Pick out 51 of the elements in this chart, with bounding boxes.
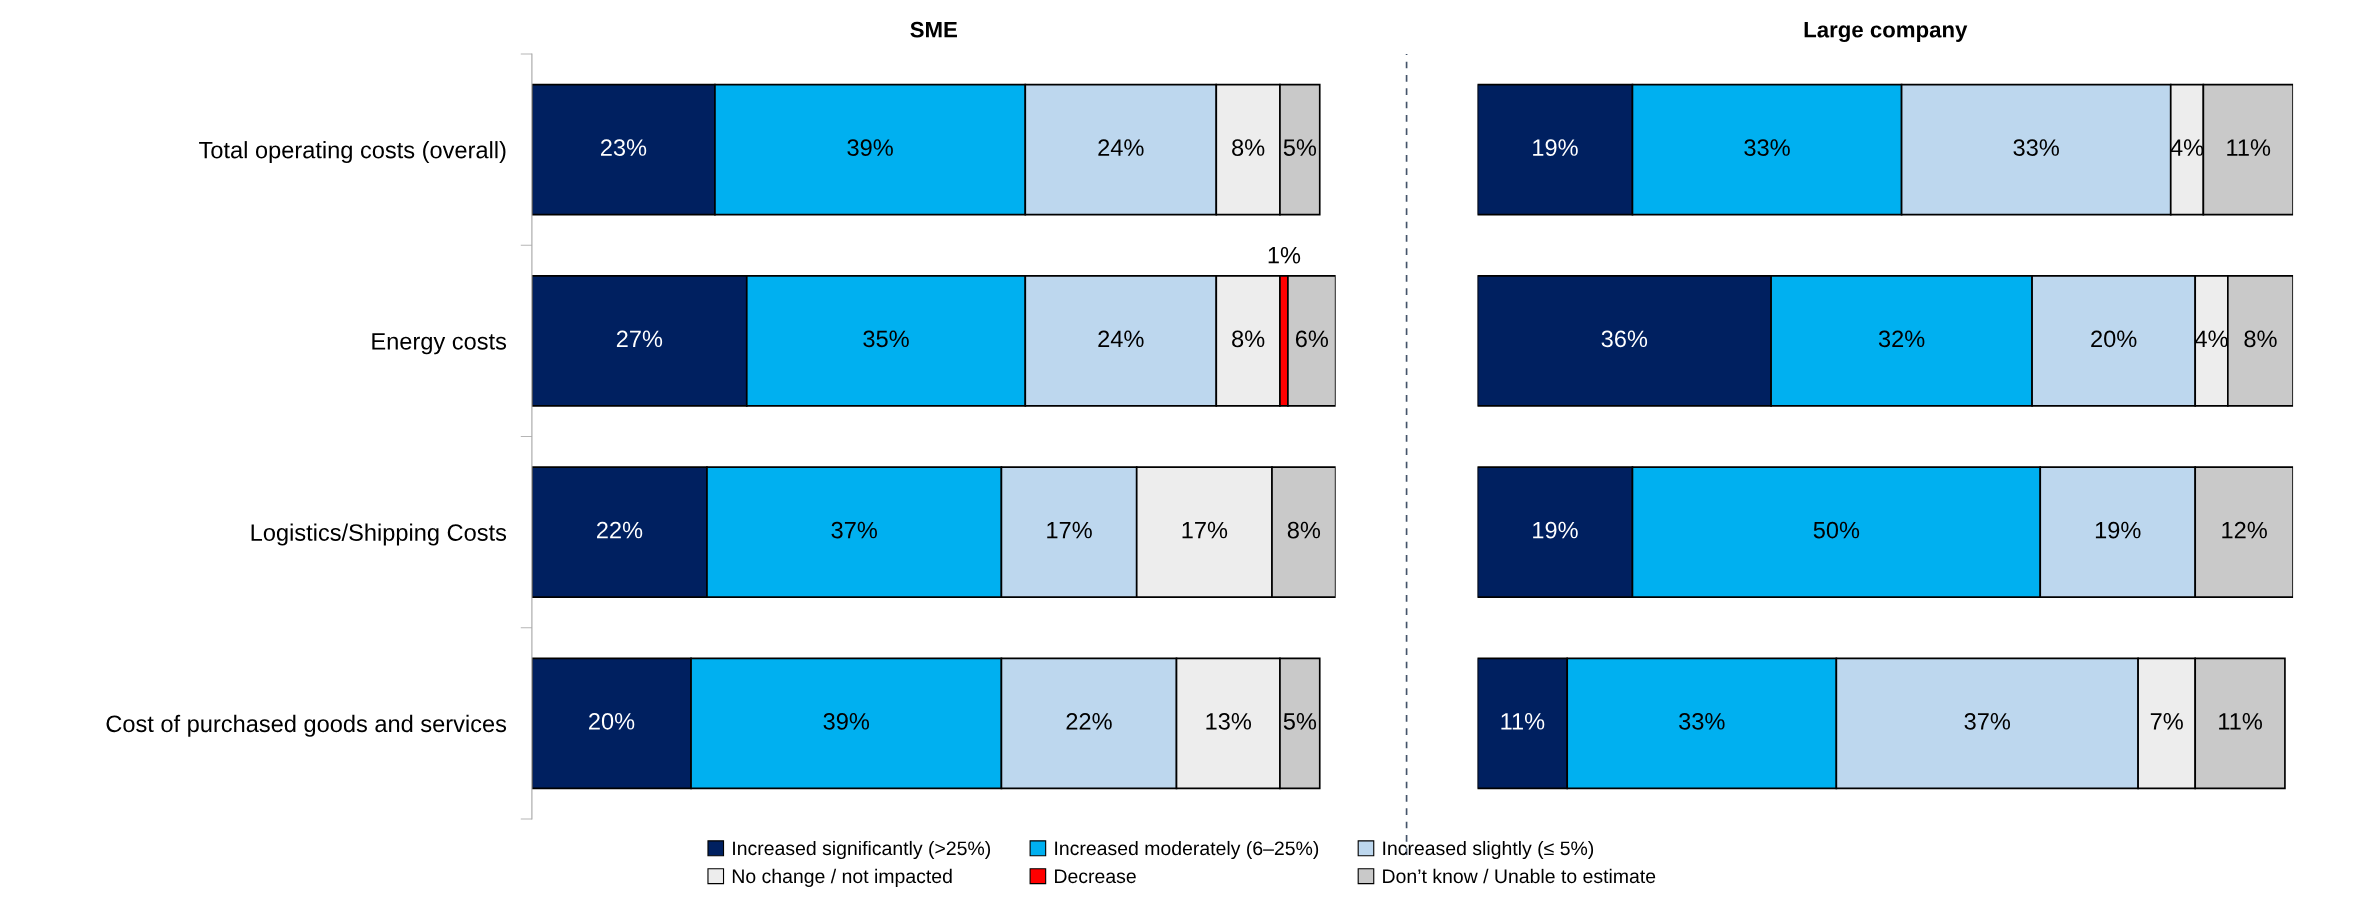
data-label: 39%: [847, 139, 893, 156]
data-label: 33%: [2013, 139, 2059, 156]
data-label: 22%: [597, 521, 643, 539]
data-label: 22%: [1066, 712, 1112, 730]
data-label: 33%: [1679, 712, 1725, 730]
legend-label: Increased slightly (≤ 5%): [1383, 840, 1594, 860]
data-label: 37%: [1964, 712, 2011, 730]
data-label: 5%: [1283, 713, 1317, 730]
data-label: 50%: [1813, 521, 1860, 539]
y-tick-label: Total operating costs (overall): [199, 141, 506, 164]
data-label: 33%: [1744, 139, 1790, 156]
chart-title: SME: [910, 21, 957, 38]
data-label: 20%: [589, 712, 635, 730]
data-label: 37%: [831, 521, 877, 539]
data-label: 35%: [863, 330, 909, 348]
data-label: 24%: [1098, 139, 1144, 156]
y-tick-label: Cost of purchased goods and services: [106, 714, 507, 737]
y-tick-label: Logistics/Shipping Costs: [251, 523, 507, 546]
legend-label: Increased moderately (6–25%): [1055, 840, 1319, 860]
data-label: 12%: [2222, 521, 2267, 539]
legend-label: Don’t know / Unable to estimate: [1383, 868, 1656, 884]
data-label: 8%: [1232, 330, 1265, 348]
data-label: 19%: [1533, 139, 1578, 156]
data-label: 8%: [1287, 521, 1321, 539]
data-label: 11%: [1501, 713, 1545, 730]
data-label: 27%: [616, 330, 663, 348]
data-label: 24%: [1098, 330, 1144, 348]
data-label: 8%: [2244, 330, 2277, 348]
legend-label: Increased significantly (>25%): [733, 840, 991, 860]
data-label: 8%: [1232, 139, 1265, 156]
data-label: 19%: [2095, 521, 2141, 539]
data-label: 1%: [1268, 246, 1301, 264]
data-label: 17%: [1182, 521, 1228, 539]
data-label: 20%: [2091, 330, 2137, 348]
data-label: 36%: [1601, 330, 1648, 348]
data-label: 5%: [1283, 139, 1317, 156]
legend-label: Decrease: [1055, 869, 1136, 884]
legend-label: No change / not impacted: [732, 868, 952, 887]
y-tick-label: Energy costs: [372, 333, 507, 355]
data-label: 4%: [2195, 330, 2228, 348]
chart-title: Large company: [1804, 22, 1968, 43]
data-label: 32%: [1878, 330, 1925, 348]
data-label: 17%: [1047, 521, 1092, 539]
data-label: 7%: [2150, 713, 2183, 730]
data-label: 11%: [2227, 139, 2271, 156]
data-label: 19%: [1533, 521, 1578, 539]
data-label: 11%: [2219, 713, 2262, 730]
data-label: 6%: [1295, 330, 1329, 348]
data-label: 23%: [600, 139, 647, 156]
data-label: 39%: [823, 712, 870, 730]
data-label: 13%: [1206, 712, 1252, 730]
